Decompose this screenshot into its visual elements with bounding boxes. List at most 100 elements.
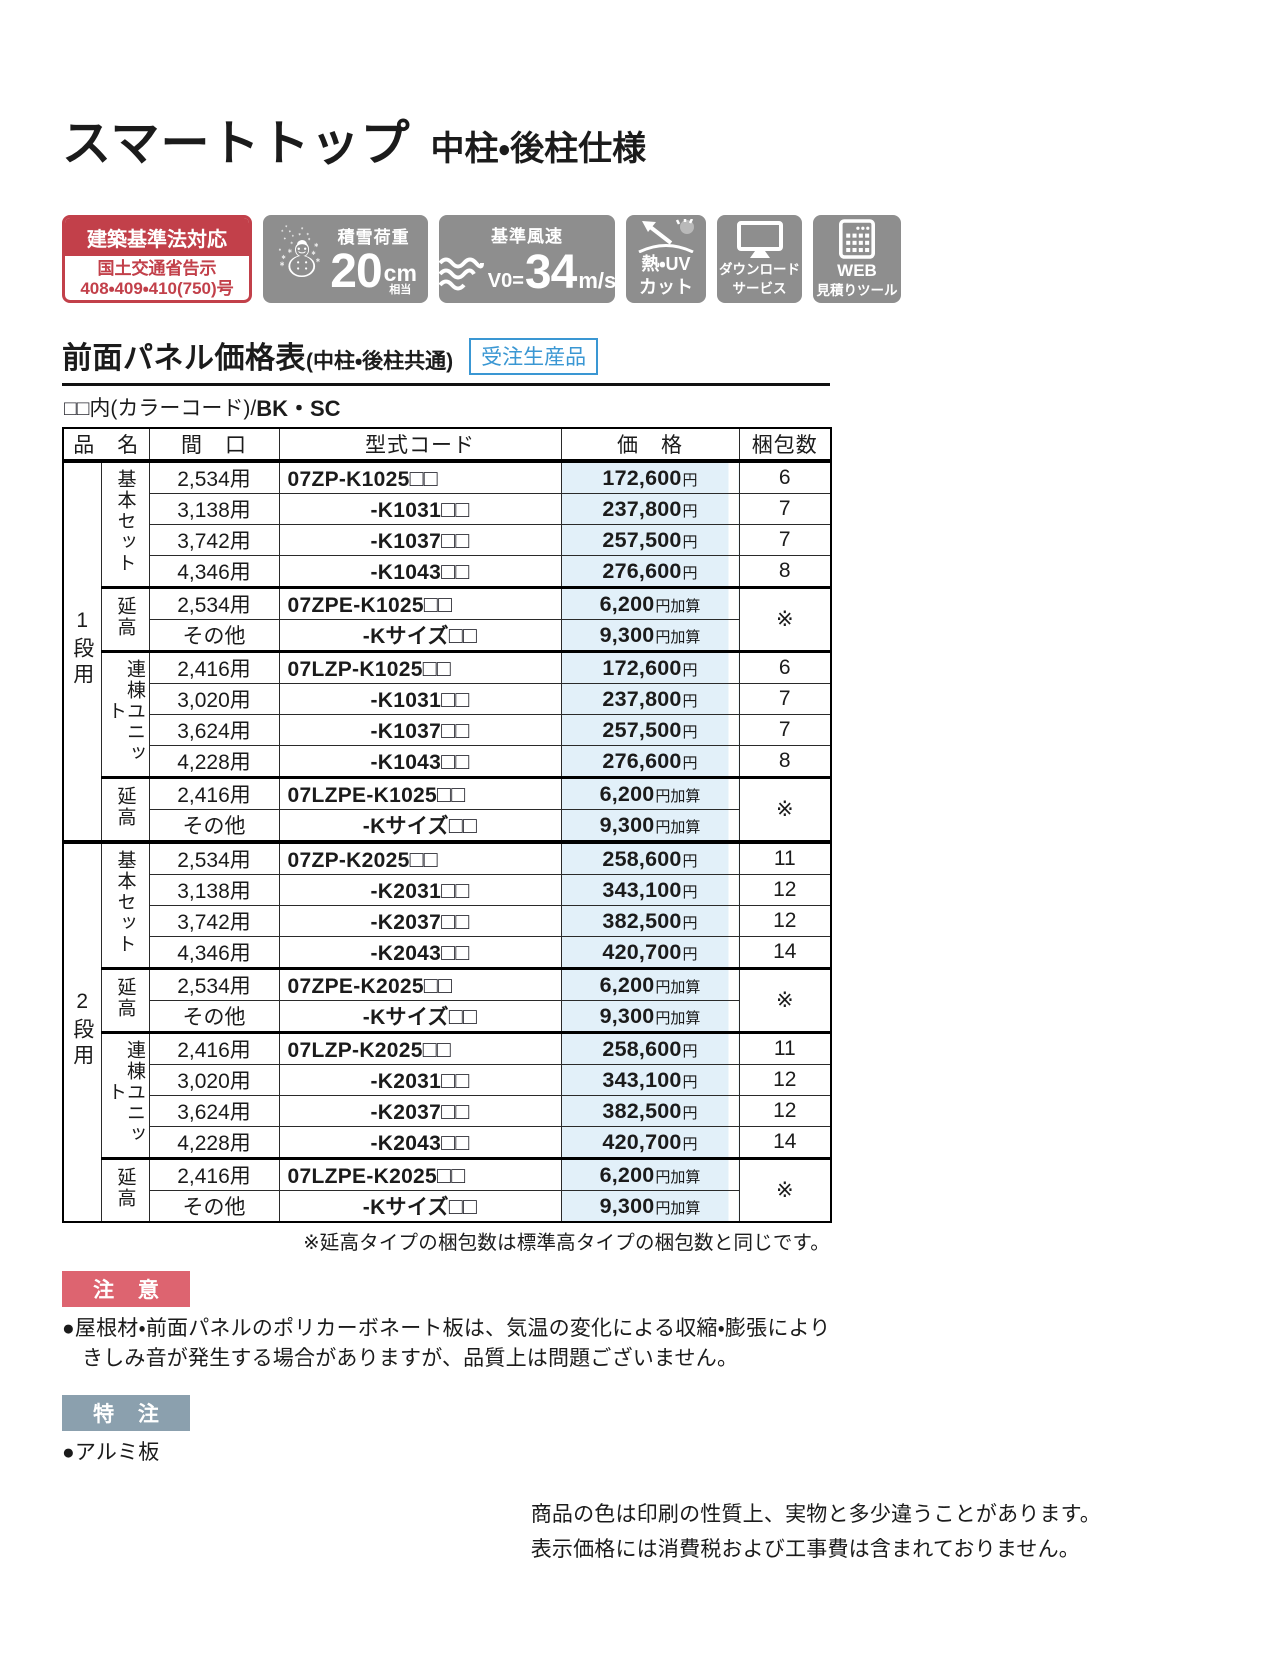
pack-count-cell: 6 [738,650,832,684]
price-cell: 420,700円 [560,1126,740,1159]
model-code-cell: -K2043□□ [278,1126,562,1159]
building-code-body: 国土交通省告示 408・409・410(750)号 [65,256,249,300]
wind-speed-value: 34 [524,245,577,299]
price-cell: 9,300円加算 [560,1000,740,1033]
price-cell: 258,600円 [560,1031,740,1065]
wind-speed-unit: m/s [578,267,617,293]
notice-numbers-line: 408・409・410(750)号 [80,279,234,299]
download-line1: ダウンロード [719,262,800,278]
price-table: 品 名 間 口 型式コード 価 格 梱包数 1段用 基本セット 2,534用 07ZP… [62,427,832,1223]
table-row: 4,346用 -K1043□□ 276,600円 8 [63,555,832,588]
table-header-row: 品 名 間 口 型式コード 価 格 梱包数 [62,427,832,463]
price-cell: 237,800円 [560,493,740,525]
group-label: 延高 [100,586,150,652]
price-cell: 9,300円加算 [560,619,740,652]
table-row: 延高 2,534用 07ZPE-K1025□□ 6,200円加算 ※ [63,586,832,652]
table-footnote: ※延高タイプの梱包数は標準高タイプの梱包数と同じです。 [303,1232,830,1254]
model-code-cell: -K1037□□ [278,524,562,556]
snowman-icon: ☃ [274,226,325,291]
pack-count-merged-cell: ※ [738,586,832,652]
table-row: 3,020用 -K1031□□ 237,800円 7 [63,683,832,715]
span-cell: その他 [148,809,280,843]
model-code-cell: -K1031□□ [278,683,562,715]
tier-label: 2段用 [62,840,102,1223]
wind-speed-prefix: V0= [487,269,524,292]
table-row: 3,624用 -K1037□□ 257,500円 7 [63,714,832,746]
price-cell: 6,200円加算 [560,967,740,1001]
ministry-notice-line: 国土交通省告示 [97,259,217,278]
table-row: 延高 2,416用 07LZPE-K1025□□ 6,200円加算 ※ [63,776,832,843]
color-code-note: □□内(カラーコード)/BK・SC [62,386,830,427]
table-row: 延高 2,416用 07LZPE-K2025□□ 6,200円加算 ※ [63,1157,832,1223]
price-cell: 9,300円加算 [560,809,740,843]
web-estimate-badge: WEB 見積りツール [813,215,901,303]
caution-badge: 注 意 [62,1271,190,1307]
table-row: 4,346用 -K2043□□ 420,700円 14 [63,936,832,969]
caution-text: ●屋根材・前面パネルのポリカーボネート板は、気温の変化による収縮・膨張により き… [62,1314,1199,1375]
model-code-cell: 07LZPE-K1025□□ [278,776,562,810]
disclaimer-line-1: 商品の色は印刷の性質上、実物と多少違うことがあります。 [530,1503,1101,1527]
building-code-title: 建築基準法対応 [65,218,249,256]
span-cell: 4,228用 [148,745,280,778]
group-label: 連棟ユニット [100,650,150,778]
pack-count-cell: 12 [738,1095,832,1127]
model-code-cell: -K1043□□ [278,555,562,588]
price-cell: 6,200円加算 [560,776,740,810]
download-service-badge: ダウンロード サービス [717,215,802,303]
heat-uv-icon [638,219,694,254]
model-code-cell: -K2043□□ [278,936,562,969]
model-code-cell: -Kサイズ□□ [278,1000,562,1033]
pack-count-cell: 14 [738,1126,832,1159]
snow-load-unit: cm [383,259,417,286]
header-product-name: 品 名 [62,427,150,463]
table-row: 3,742用 -K1037□□ 257,500円 7 [63,524,832,556]
pack-count-cell: 11 [738,840,832,875]
price-cell: 382,500円 [560,1095,740,1127]
table-row: その他 -Kサイズ□□ 9,300円加算 [63,619,831,652]
tier-label: 1段用 [62,459,102,843]
span-cell: 4,346用 [148,936,280,969]
span-cell: その他 [148,619,280,652]
snow-load-badge: ☃ 積雪荷重 20 cm 相当 [263,215,428,303]
table-row: 延高 2,534用 07ZPE-K2025□□ 6,200円加算 ※ [63,967,832,1033]
span-cell: 2,416用 [148,776,280,810]
header-span: 間 口 [148,427,280,463]
model-code-cell: -Kサイズ□□ [278,809,562,843]
price-cell: 6,200円加算 [560,1157,740,1191]
header-model-code: 型式コード [278,427,562,463]
group-label: 延高 [100,776,150,843]
price-cell: 237,800円 [560,683,740,715]
page-title: スマートトップ 中柱・後柱仕様 [62,104,1199,175]
model-code-cell: -K1031□□ [278,493,562,525]
table-row: その他 -Kサイズ□□ 9,300円加算 [63,809,831,843]
table-row: 3,742用 -K2037□□ 382,500円 12 [63,905,832,937]
price-cell: 382,500円 [560,905,740,937]
header-pack-count: 梱包数 [738,427,832,463]
pack-count-cell: 8 [738,555,832,588]
price-cell: 257,500円 [560,714,740,746]
model-code-cell: 07ZP-K2025□□ [278,840,562,875]
pack-count-cell: 11 [738,1031,832,1065]
model-code-cell: -K2031□□ [278,1064,562,1096]
span-cell: 2,534用 [148,586,280,620]
span-cell: 3,624用 [148,1095,280,1127]
price-cell: 6,200円加算 [560,586,740,620]
group-label: 基本セット [100,840,150,969]
monitor-icon [736,221,783,259]
snow-load-note: 相当 [389,283,412,296]
price-table-scope: (中柱・後柱共通) [306,350,454,373]
span-cell: 2,534用 [148,459,280,494]
footer-disclaimer: 商品の色は印刷の性質上、実物と多少違うことがあります。 表示価格には消費税および… [531,1498,1101,1567]
price-cell: 257,500円 [560,524,740,556]
pack-count-merged-cell: ※ [738,776,832,843]
pack-count-cell: 14 [738,936,832,969]
span-cell: 3,020用 [148,683,280,715]
product-spec: 中柱・後柱仕様 [430,130,647,168]
span-cell: 3,138用 [148,493,280,525]
model-code-cell: -Kサイズ□□ [278,619,562,652]
made-to-order-badge: 受注生産品 [469,338,599,375]
color-code-note-text: □□内(カラーコード)/ [64,397,257,420]
span-cell: その他 [148,1000,280,1033]
table-row: 4,228用 -K1043□□ 276,600円 8 [63,745,832,778]
model-code-cell: -K1043□□ [278,745,562,778]
